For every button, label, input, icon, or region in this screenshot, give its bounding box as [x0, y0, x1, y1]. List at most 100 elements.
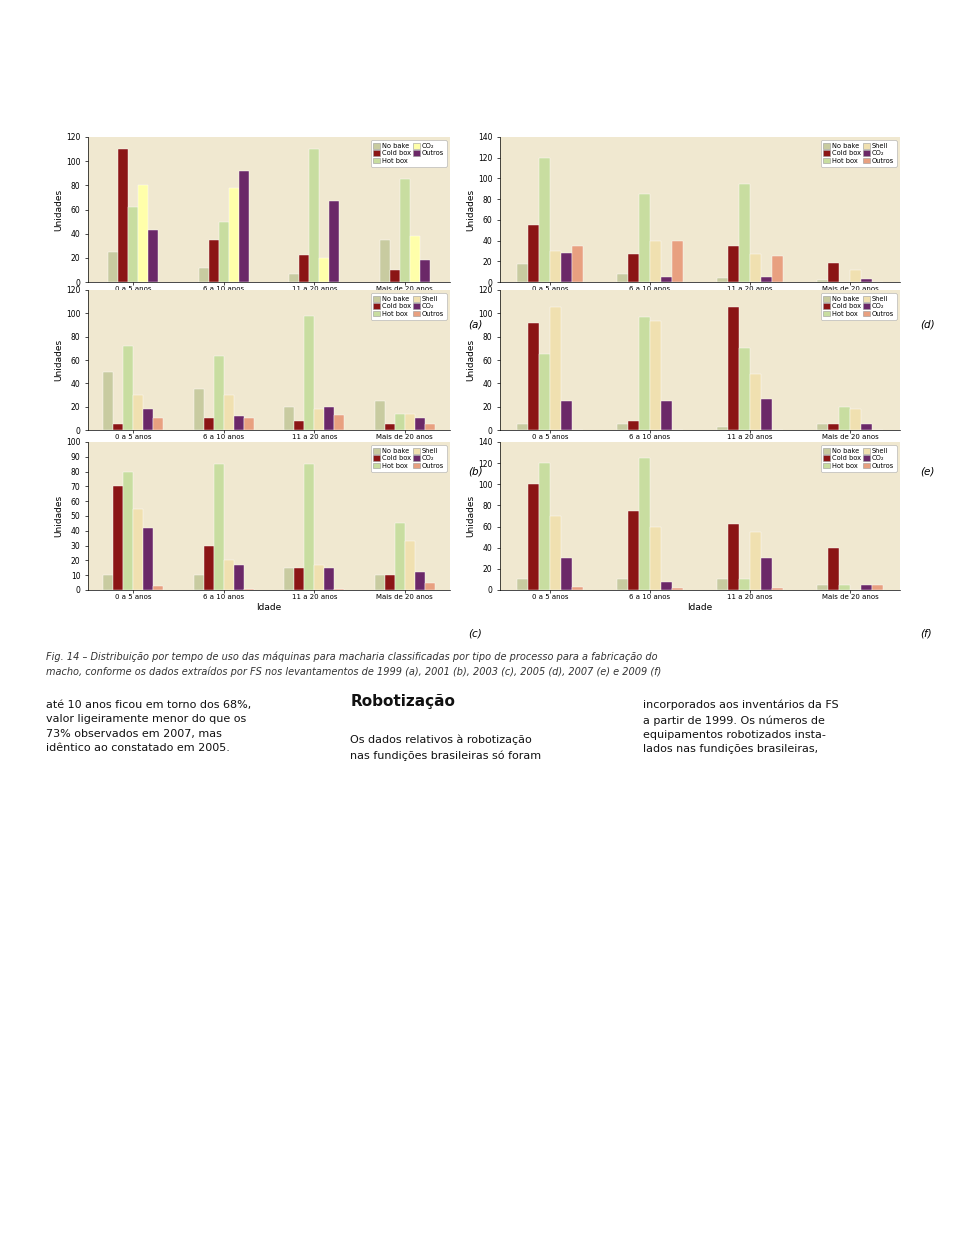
X-axis label: Idade: Idade — [687, 295, 712, 304]
Y-axis label: Unidades: Unidades — [54, 339, 63, 381]
Bar — [304, 315, 314, 430]
Bar — [617, 579, 628, 591]
Legend: No bake, Cold box, Hot box, Shell, CO₂, Outros: No bake, Cold box, Hot box, Shell, CO₂, … — [821, 141, 897, 167]
Bar — [828, 548, 839, 591]
Bar — [334, 415, 344, 430]
Y-axis label: Unidades: Unidades — [467, 495, 475, 537]
Bar — [761, 399, 772, 430]
Bar — [561, 558, 572, 591]
X-axis label: Idade: Idade — [687, 603, 712, 612]
X-axis label: Idade: Idade — [256, 295, 281, 304]
Bar — [295, 568, 304, 591]
Bar — [154, 419, 163, 430]
Bar — [424, 583, 435, 591]
Bar — [750, 374, 761, 430]
Bar — [717, 579, 728, 591]
Bar — [628, 511, 639, 591]
Bar — [861, 424, 872, 430]
Bar — [380, 239, 390, 282]
Bar — [324, 568, 334, 591]
Bar — [839, 584, 850, 591]
Bar — [415, 572, 424, 591]
Bar — [334, 588, 344, 591]
Bar — [194, 576, 204, 591]
Bar — [395, 414, 405, 430]
Bar — [214, 356, 224, 430]
Bar — [415, 419, 424, 430]
Bar — [314, 409, 324, 430]
Bar — [138, 186, 148, 282]
Bar — [154, 586, 163, 591]
Text: (f): (f) — [920, 628, 931, 638]
Bar — [129, 207, 138, 282]
Legend: No bake, Cold box, Hot box, Shell, CO₂, Outros: No bake, Cold box, Hot box, Shell, CO₂, … — [371, 293, 446, 319]
Bar — [300, 255, 309, 282]
Bar — [233, 564, 244, 591]
Bar — [424, 424, 435, 430]
Bar — [617, 424, 628, 430]
Text: Robotização: Robotização — [350, 694, 455, 709]
Bar — [539, 354, 550, 430]
Bar — [550, 516, 561, 591]
Bar — [228, 188, 239, 282]
Bar — [284, 406, 295, 430]
Bar — [661, 277, 672, 282]
Bar — [214, 465, 224, 591]
Bar — [528, 323, 539, 430]
Bar — [650, 240, 661, 282]
Bar — [572, 245, 583, 282]
Legend: No bake, Cold box, Hot box, Shell, CO₂, Outros: No bake, Cold box, Hot box, Shell, CO₂, … — [371, 445, 446, 471]
Bar — [244, 419, 253, 430]
Bar — [817, 584, 828, 591]
Bar — [861, 279, 872, 282]
Bar — [385, 424, 395, 430]
Bar — [639, 194, 650, 282]
Bar — [817, 280, 828, 282]
Y-axis label: Unidades: Unidades — [467, 339, 475, 381]
Text: Fig. 14 – Distribuição por tempo de uso das máquinas para macharia classificadas: Fig. 14 – Distribuição por tempo de uso … — [46, 652, 661, 678]
Bar — [375, 401, 385, 430]
Bar — [405, 541, 415, 591]
Bar — [761, 558, 772, 591]
Bar — [108, 252, 118, 282]
Bar — [123, 471, 133, 591]
Bar — [761, 277, 772, 282]
X-axis label: Idade: Idade — [256, 442, 281, 452]
Text: (b): (b) — [468, 466, 483, 476]
Bar — [517, 579, 528, 591]
Legend: No bake, Cold box, Hot box, Shell, CO₂, Outros: No bake, Cold box, Hot box, Shell, CO₂, … — [821, 293, 897, 319]
Bar — [539, 158, 550, 282]
Bar — [672, 240, 683, 282]
Bar — [314, 564, 324, 591]
Text: (e): (e) — [920, 466, 934, 476]
Bar — [133, 508, 143, 591]
Bar — [324, 406, 334, 430]
Bar — [772, 257, 783, 282]
Legend: No bake, Cold box, Hot box, Shell, CO₂, Outros: No bake, Cold box, Hot box, Shell, CO₂, … — [821, 445, 897, 471]
Bar — [750, 254, 761, 282]
Bar — [209, 239, 219, 282]
Bar — [650, 527, 661, 591]
Bar — [828, 424, 839, 430]
Bar — [639, 457, 650, 591]
Bar — [872, 584, 883, 591]
Text: até 10 anos ficou em torno dos 68%,
valor ligeiramente menor do que os
73% obser: até 10 anos ficou em torno dos 68%, valo… — [46, 700, 252, 753]
Bar — [204, 546, 214, 591]
Bar — [739, 349, 750, 430]
Bar — [517, 424, 528, 430]
Bar — [772, 588, 783, 591]
Bar — [113, 486, 123, 591]
Bar — [420, 260, 430, 282]
Bar — [661, 582, 672, 591]
Bar — [204, 419, 214, 430]
Bar — [224, 561, 233, 591]
Bar — [850, 409, 861, 430]
Bar — [572, 587, 583, 591]
Text: (d): (d) — [920, 320, 935, 330]
Bar — [123, 346, 133, 430]
Bar — [650, 321, 661, 430]
Bar — [517, 264, 528, 282]
Bar — [309, 150, 320, 282]
Text: incorporados aos inventários da FS
a partir de 1999. Os números de
equipamentos : incorporados aos inventários da FS a par… — [643, 700, 839, 755]
Bar — [233, 416, 244, 430]
